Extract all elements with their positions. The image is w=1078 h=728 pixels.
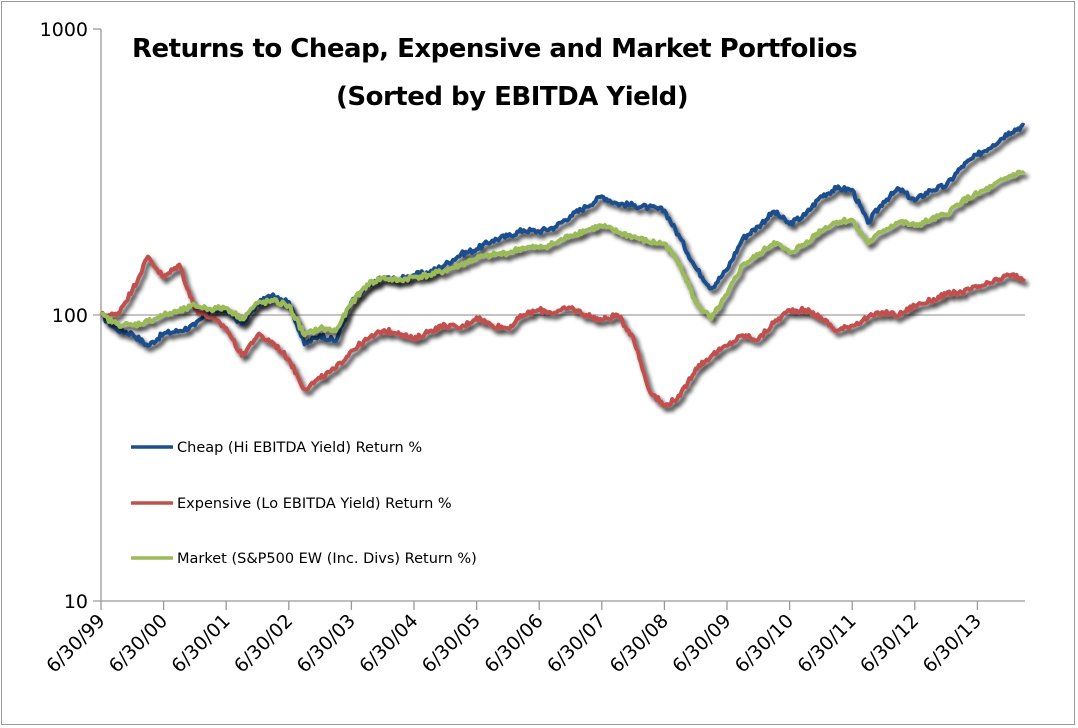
- y-tick-label: 10: [64, 591, 88, 613]
- x-tick-label: 6/30/03: [293, 610, 360, 677]
- chart-title: Returns to Cheap, Expensive and Market P…: [132, 34, 858, 64]
- x-tick-label: 6/30/99: [42, 610, 109, 677]
- x-tick-label: 6/30/05: [418, 610, 485, 677]
- series-line-market: [99, 169, 1026, 338]
- axes: 1010010006/30/996/30/006/30/016/30/026/3…: [40, 19, 1025, 677]
- legend-label: Cheap (Hi EBITDA Yield) Return %: [177, 440, 422, 456]
- legend: Cheap (Hi EBITDA Yield) Return % Expensiv…: [131, 440, 477, 567]
- x-tick-label: 6/30/07: [543, 610, 610, 677]
- x-tick-label: 6/30/11: [793, 610, 860, 677]
- y-tick-label: 100: [52, 305, 88, 327]
- x-tick-label: 6/30/01: [167, 610, 234, 677]
- x-tick-label: 6/30/02: [230, 610, 297, 677]
- series-line-expensive: [99, 254, 1026, 409]
- x-tick-label: 6/30/09: [668, 610, 735, 677]
- x-tick-label: 6/30/08: [606, 610, 673, 677]
- series-group: [99, 122, 1026, 409]
- legend-label: Expensive (Lo EBITDA Yield) Return %: [177, 496, 452, 512]
- chart-subtitle: (Sorted by EBITDA Yield): [336, 82, 689, 112]
- x-tick-label: 6/30/06: [480, 610, 547, 677]
- y-tick-label: 1000: [40, 19, 88, 41]
- x-tick-label: 6/30/13: [919, 610, 986, 677]
- x-tick-label: 6/30/00: [105, 610, 172, 677]
- x-tick-label: 6/30/10: [731, 610, 798, 677]
- x-tick-label: 6/30/12: [856, 610, 923, 677]
- x-tick-label: 6/30/04: [355, 610, 422, 677]
- legend-label: Market (S&P500 EW (Inc. Divs) Return %): [177, 551, 477, 567]
